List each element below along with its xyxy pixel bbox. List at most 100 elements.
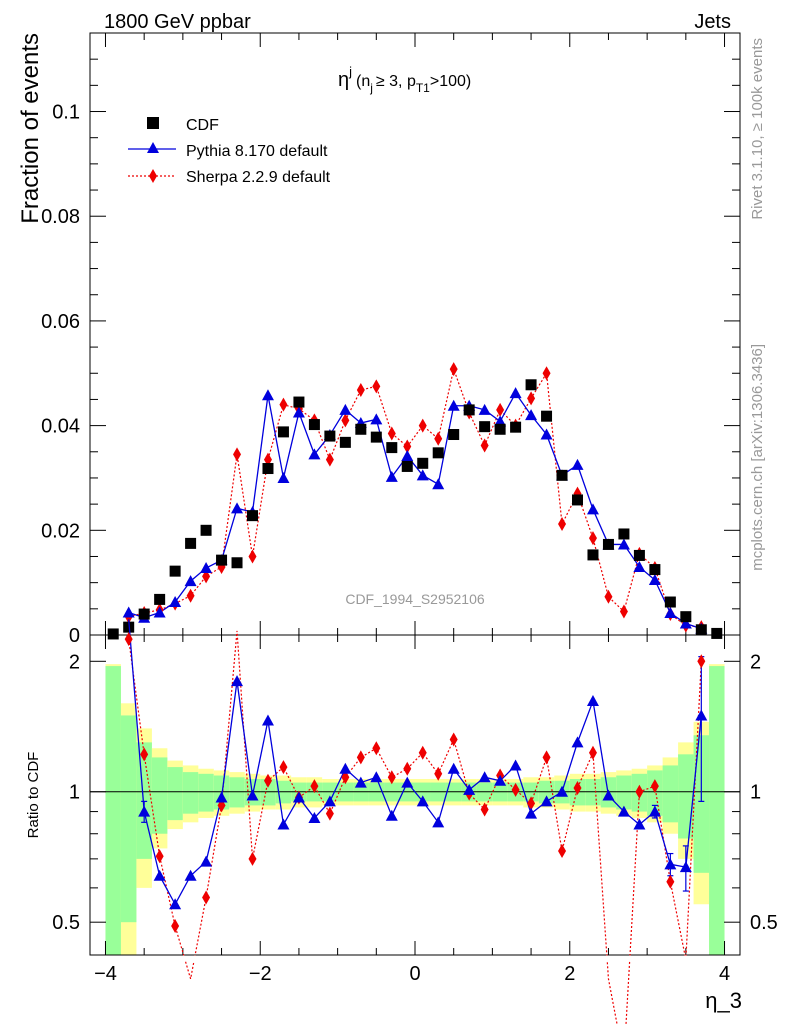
cdf-point — [401, 460, 413, 472]
pythia-ratio-point — [509, 759, 522, 771]
ratio-y-tick-label-right: 1 — [750, 782, 761, 804]
pythia-ratio-point — [153, 869, 166, 881]
header-left: 1800 GeV ppbar — [104, 11, 251, 33]
pythia-ratio-point — [463, 783, 476, 795]
sherpa-point — [186, 588, 195, 603]
pythia-ratio-point — [648, 805, 661, 817]
sherpa-ratio-point — [418, 745, 427, 760]
analysis-watermark: CDF_1994_S2952106 — [345, 591, 485, 607]
pythia-point — [370, 413, 383, 425]
sherpa-ratio-point — [697, 654, 706, 669]
ratio-bottom-mask — [90, 955, 740, 962]
sherpa-ratio-point — [666, 874, 675, 889]
pythia-point — [308, 448, 321, 460]
y-axis-title: Fraction of events — [17, 33, 44, 224]
title-main: η — [338, 69, 349, 91]
pythia-point — [509, 387, 522, 399]
cdf-point — [556, 469, 568, 481]
cdf-point — [169, 565, 181, 577]
cdf-point — [633, 549, 645, 561]
sherpa-point — [387, 426, 396, 441]
cdf-point — [277, 426, 289, 438]
pythia-ratio-point — [416, 795, 429, 807]
pythia-point — [648, 574, 661, 586]
legend-pythia-label: Pythia 8.170 default — [186, 143, 328, 160]
cdf-point — [339, 436, 351, 448]
cdf-point — [386, 442, 398, 454]
pythia-point — [292, 406, 305, 418]
band-green — [709, 666, 725, 955]
pythia-point — [385, 470, 398, 482]
sherpa-ratio-point — [263, 773, 272, 788]
pythia-ratio-point — [695, 709, 708, 721]
cdf-point — [541, 410, 553, 422]
title-sub-t: T1 — [416, 81, 430, 95]
x-axis-title: η_3 — [705, 988, 742, 1013]
band-green — [105, 666, 121, 955]
pythia-point — [416, 469, 429, 481]
title-paren-close: >100) — [430, 73, 471, 90]
pythia-point — [277, 471, 290, 483]
sherpa-ratio-point — [527, 796, 536, 811]
pythia-point — [231, 502, 244, 514]
pythia-ratio-line — [128, 619, 702, 906]
x-tick-label: 0 — [409, 963, 420, 985]
cdf-point — [370, 431, 382, 443]
sherpa-ratio-point — [542, 750, 551, 765]
sherpa-point — [248, 549, 257, 564]
cdf-point — [525, 379, 537, 391]
sherpa-ratio-point — [341, 770, 350, 785]
pythia-point — [153, 606, 166, 618]
sherpa-point — [604, 589, 613, 604]
y-tick-label: 0.02 — [41, 520, 80, 542]
pythia-ratio-point — [370, 771, 383, 783]
pythia-ratio-point — [308, 811, 321, 823]
sherpa-ratio-point — [480, 802, 489, 817]
plot-title: ηj(nj ≥ 3, pT1>100) — [338, 64, 471, 95]
cdf-point — [200, 524, 212, 536]
pythia-ratio-point — [246, 789, 259, 801]
cdf-point — [711, 627, 723, 639]
legend-sherpa-label: Sherpa 2.2.9 default — [186, 169, 331, 186]
legend-cdf-marker — [147, 117, 159, 129]
title-sub-j: j — [369, 81, 373, 95]
sherpa-ratio-point — [635, 784, 644, 799]
sherpa-ratio-point — [171, 918, 180, 933]
pythia-ratio-point — [184, 869, 197, 881]
band-green — [678, 754, 694, 839]
ratio-y-tick-label-left: 0.5 — [52, 912, 80, 934]
sherpa-ratio-point — [588, 745, 597, 760]
pythia-ratio-point — [633, 818, 646, 830]
title-paren-open: (n — [356, 73, 370, 90]
sherpa-point — [449, 362, 458, 377]
y-tick-label: 0.06 — [41, 311, 80, 333]
pythia-ratio-point — [169, 898, 182, 910]
cdf-point — [587, 549, 599, 561]
band-green — [693, 735, 710, 873]
sherpa-point — [619, 604, 628, 619]
ratio-y-tick-label-left: 1 — [69, 782, 80, 804]
pythia-point — [617, 538, 630, 550]
pythia-point — [184, 575, 197, 587]
sherpa-point — [372, 379, 381, 394]
cdf-point — [324, 430, 336, 442]
pythia-point — [664, 607, 677, 619]
pythia-ratio-point — [494, 774, 507, 786]
rivet-label: Rivet 3.1.10, ≥ 100k events — [749, 38, 766, 220]
ratio-y-tick-label-right: 2 — [750, 651, 761, 673]
sherpa-point — [480, 438, 489, 453]
sherpa-ratio-point — [372, 741, 381, 756]
y-tick-label: 0.04 — [41, 416, 80, 438]
sherpa-ratio-point — [511, 782, 520, 797]
sherpa-point — [356, 383, 365, 398]
sherpa-main-line — [128, 366, 702, 628]
band-green — [182, 772, 199, 814]
cdf-point — [293, 396, 305, 408]
pythia-point — [679, 617, 692, 629]
ratio-y-axis-title: Ratio to CDF — [25, 752, 42, 839]
pythia-ratio-point — [525, 807, 538, 819]
cdf-point — [664, 596, 676, 608]
sherpa-ratio-point — [558, 843, 567, 858]
sherpa-point — [558, 517, 567, 532]
sherpa-ratio-point — [155, 849, 164, 864]
